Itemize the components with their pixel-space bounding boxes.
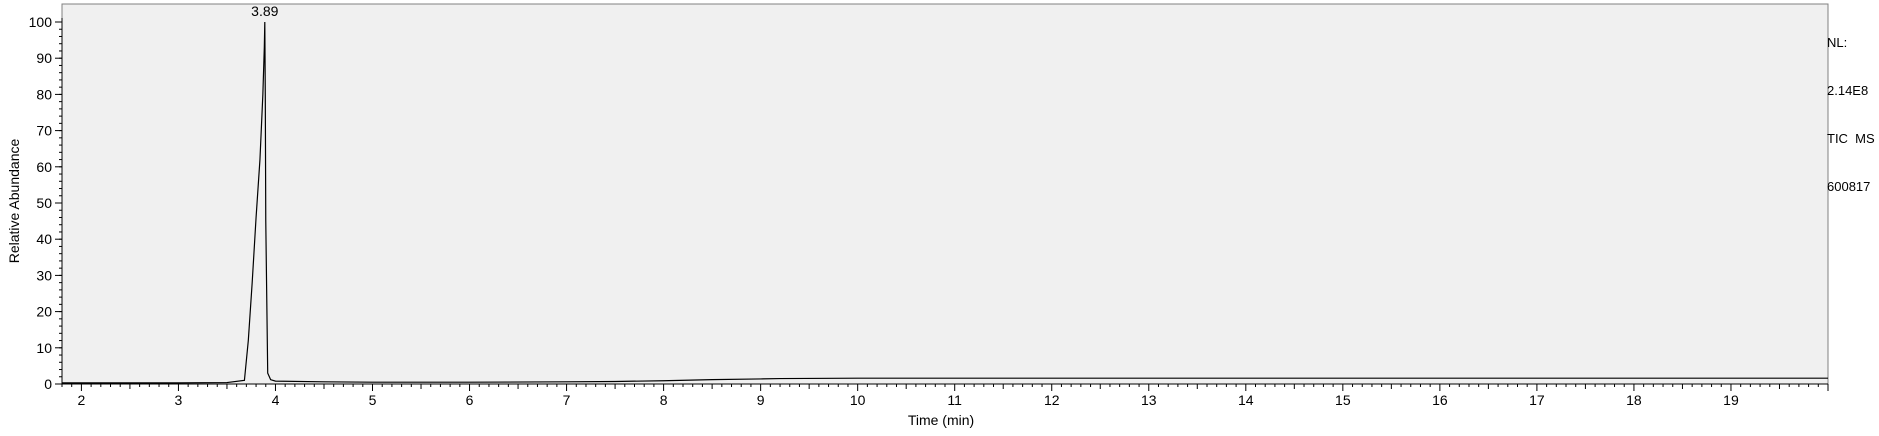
x-axis: 2 3 4 5 6 7 8 9 10 11 12 13 14 15 16 17 18 19 xyxy=(61,383,1829,408)
x-tick-label: 11 xyxy=(947,392,962,408)
y-tick-label: 90 xyxy=(36,50,52,66)
x-tick-label: 19 xyxy=(1723,392,1739,408)
x-tick-label: 3 xyxy=(175,392,183,408)
nl-label: NL: xyxy=(1827,35,1848,50)
tic-trace xyxy=(62,21,1828,384)
y-tick-label: 70 xyxy=(36,123,52,139)
y-tick-label: 30 xyxy=(36,267,52,283)
y-tick-label: 100 xyxy=(29,14,53,30)
x-tick-label: 2 xyxy=(78,392,86,408)
y-tick-label: 50 xyxy=(36,195,52,211)
y-tick-label: 20 xyxy=(36,304,52,320)
y-tick-label: 80 xyxy=(36,86,52,102)
file-name: 600817 xyxy=(1827,179,1871,194)
info-panel: NL: 2.14E8 TIC MS 600817 xyxy=(1827,3,1875,211)
x-tick-label: 18 xyxy=(1626,392,1642,408)
peak-label: 3.89 xyxy=(251,3,278,19)
x-tick-label: 10 xyxy=(850,392,866,408)
x-tick-label: 15 xyxy=(1335,392,1351,408)
x-tick-label: 8 xyxy=(660,392,668,408)
scan-type: TIC MS xyxy=(1827,131,1875,146)
x-tick-label: 5 xyxy=(369,392,377,408)
x-tick-label: 14 xyxy=(1238,392,1254,408)
x-tick-label: 17 xyxy=(1529,392,1545,408)
y-axis-title: Relative Abundance xyxy=(6,139,22,264)
y-tick-label: 10 xyxy=(36,340,52,356)
y-tick-label: 60 xyxy=(36,159,52,175)
y-axis: 0 10 20 30 40 50 60 70 80 90 100 xyxy=(29,14,63,392)
x-tick-label: 16 xyxy=(1432,392,1448,408)
x-axis-title: Time (min) xyxy=(908,412,974,428)
y-tick-label: 40 xyxy=(36,231,52,247)
x-tick-label: 13 xyxy=(1141,392,1157,408)
nl-value: 2.14E8 xyxy=(1827,83,1869,98)
x-tick-label: 7 xyxy=(563,392,571,408)
x-tick-label: 12 xyxy=(1044,392,1060,408)
y-tick-label: 0 xyxy=(44,376,52,392)
x-tick-label: 4 xyxy=(272,392,280,408)
peak-annotations: 3.89 xyxy=(251,3,278,19)
plot-background xyxy=(61,3,1829,385)
x-tick-label: 6 xyxy=(466,392,474,408)
x-tick-label: 9 xyxy=(757,392,765,408)
